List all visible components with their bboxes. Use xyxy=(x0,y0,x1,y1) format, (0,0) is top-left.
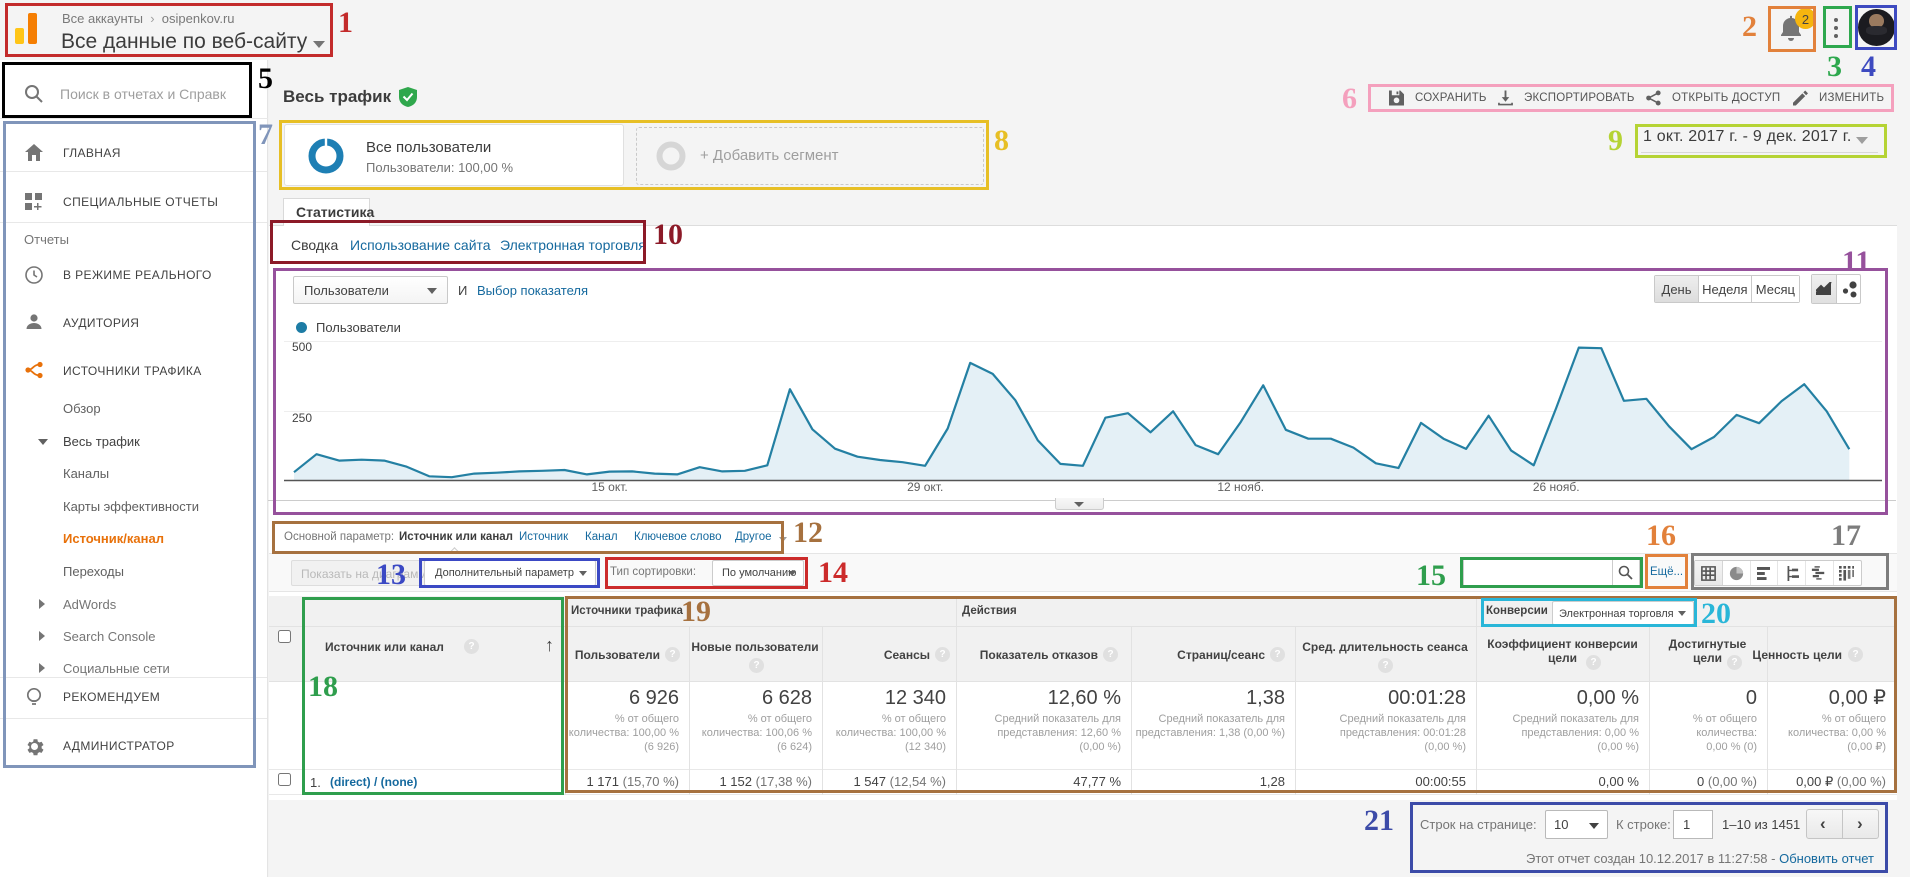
svg-text:15 окт.: 15 окт. xyxy=(591,480,627,494)
svg-text:26 нояб.: 26 нояб. xyxy=(1533,480,1580,494)
svg-text:12 нояб.: 12 нояб. xyxy=(1217,480,1264,494)
svg-text:250: 250 xyxy=(292,411,312,425)
svg-text:500: 500 xyxy=(292,340,312,354)
svg-text:29 окт.: 29 окт. xyxy=(907,480,943,494)
